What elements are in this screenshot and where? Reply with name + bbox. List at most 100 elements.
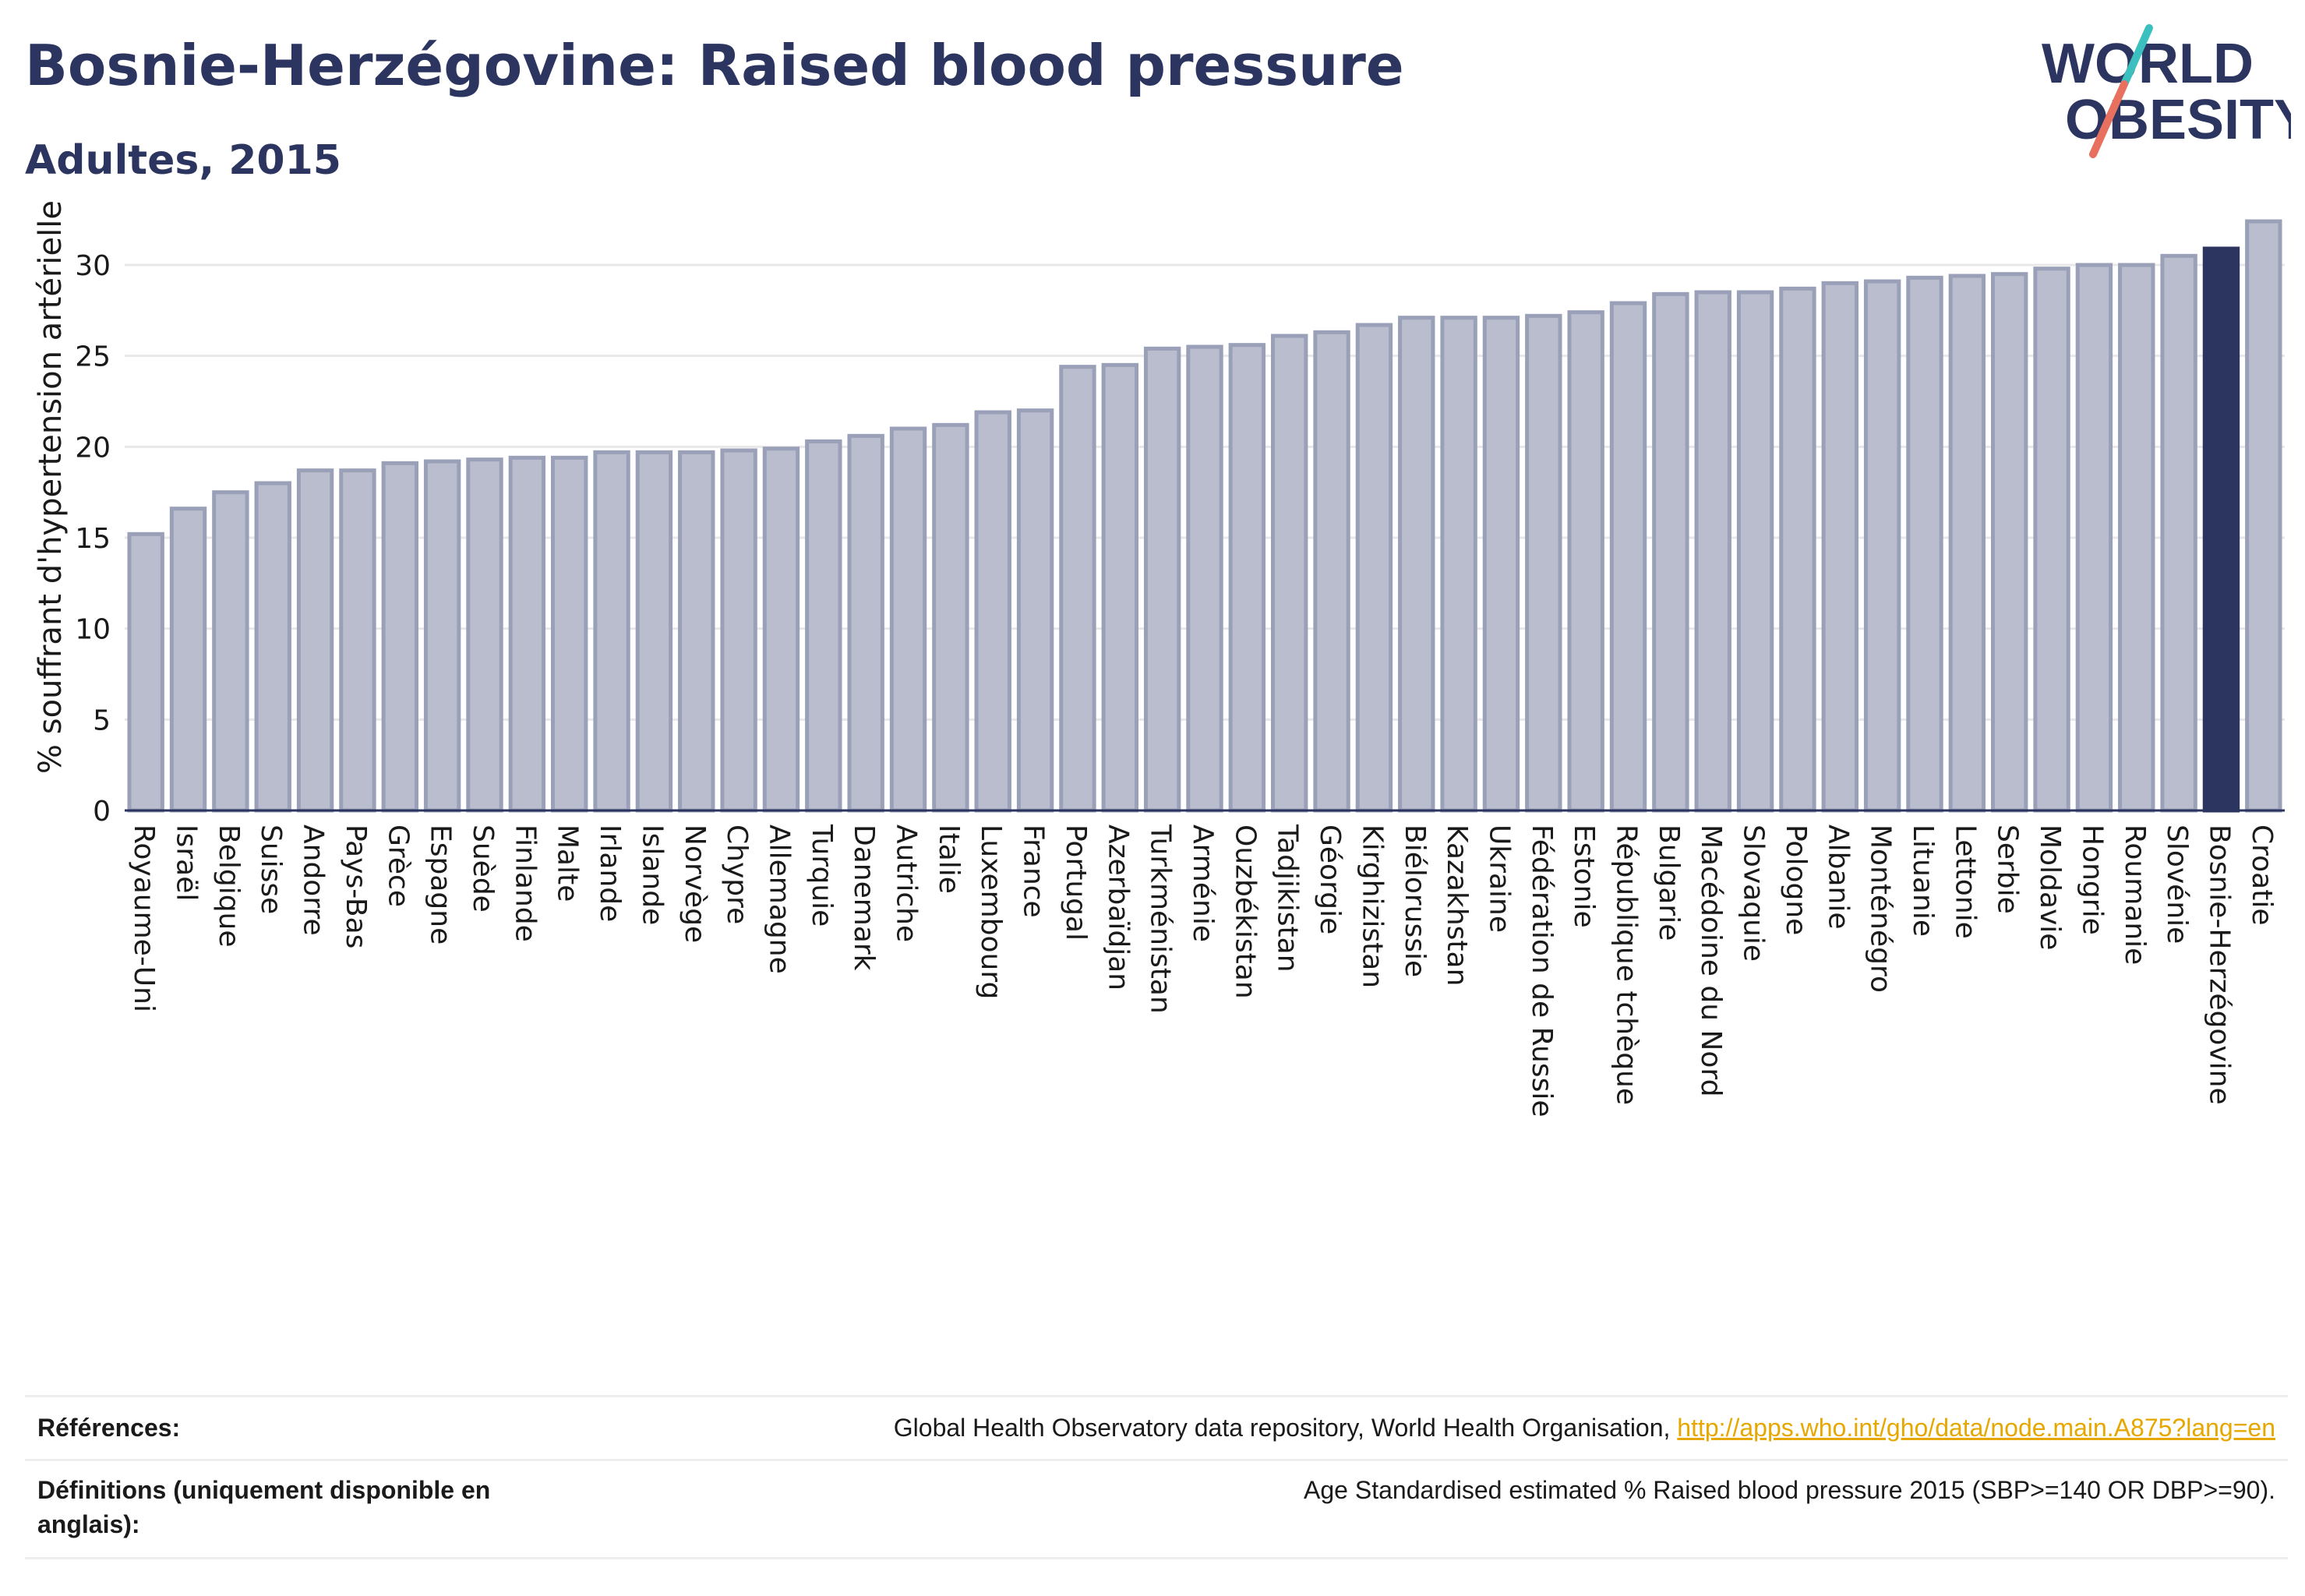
bar <box>551 455 588 813</box>
x-tick-label: Lituanie <box>1907 824 1939 937</box>
bar <box>762 447 800 813</box>
x-tick-label: Roumanie <box>2119 824 2151 965</box>
bar <box>1906 275 1943 813</box>
bar <box>381 461 418 813</box>
footer-divider-bottom <box>25 1557 2288 1559</box>
bar <box>1101 362 1138 813</box>
x-tick-label: Ukraine <box>1483 824 1515 933</box>
x-tick-label: Andorre <box>298 824 330 936</box>
x-tick-label: République tchèque <box>1611 824 1643 1105</box>
x-tick-label: Luxembourg <box>975 824 1007 999</box>
world-obesity-logo: WORLD OBESITY <box>2042 24 2291 158</box>
x-tick-label: Kazakhstan <box>1441 824 1473 986</box>
x-tick-label: Pays-Bas <box>340 824 372 948</box>
bar <box>127 531 164 813</box>
x-tick-label: Estonie <box>1568 824 1600 928</box>
bar <box>1016 408 1054 813</box>
x-tick-label: Chypre <box>721 824 753 924</box>
bar <box>1609 301 1647 813</box>
bar <box>1440 316 1477 813</box>
x-tick-label: Hongrie <box>2076 824 2108 935</box>
x-tick-label: Slovaquie <box>1738 824 1770 962</box>
x-tick-label: Bosnie-Herzégovine <box>2203 824 2235 1105</box>
x-tick-label: Tadjikistan <box>1272 824 1304 973</box>
references-text: Global Health Observatory data repositor… <box>893 1414 1678 1442</box>
bar <box>339 468 376 813</box>
x-tick-label: Norvège <box>679 824 711 943</box>
bar <box>254 481 291 813</box>
bar <box>1779 286 1816 813</box>
x-tick-label: Biélorussie <box>1399 824 1431 977</box>
bar <box>1482 316 1520 813</box>
x-tick-label: Turkménistan <box>1145 824 1177 1014</box>
bar <box>1567 310 1604 813</box>
y-tick-label: 10 <box>75 614 111 646</box>
y-tick-label: 25 <box>75 341 111 373</box>
bar <box>1652 291 1689 813</box>
x-tick-label: Macédoine du Nord <box>1695 824 1727 1096</box>
x-tick-label: Lettonie <box>1949 824 1981 939</box>
bar <box>635 450 673 813</box>
bar <box>593 450 630 813</box>
bar <box>212 490 249 813</box>
x-tick-label: Malte <box>552 824 584 902</box>
x-tick-label: Irlande <box>594 824 626 922</box>
bar <box>1948 274 1986 813</box>
bar <box>1313 330 1350 813</box>
x-tick-label: Israël <box>171 824 203 901</box>
x-tick-label: Albanie <box>1822 824 1854 930</box>
bar <box>974 410 1011 813</box>
bar <box>2118 263 2155 813</box>
x-tick-label: Azerbaïdjan <box>1102 824 1134 990</box>
x-tick-label: Danemark <box>848 824 880 971</box>
bar <box>2075 263 2113 813</box>
bar <box>2033 267 2070 813</box>
y-tick-label: 5 <box>93 704 111 736</box>
y-axis-title: % souffrant d'hypertension artérielle <box>33 200 69 774</box>
bar-chart: 0 5 10 15 20 25 30% souffrant d'hypertension a… <box>33 200 2285 1117</box>
x-tick-label: Kirghizistan <box>1356 824 1388 988</box>
x-tick-label: Serbie <box>1992 824 2024 914</box>
x-tick-label: Fédération de Russie <box>1526 824 1558 1117</box>
logo-coral-stroke <box>2089 80 2128 158</box>
bar <box>1694 290 1731 813</box>
bar <box>169 507 207 813</box>
footer-divider-top <box>25 1395 2288 1397</box>
definitions-label-line-2: anglais): <box>37 1510 140 1538</box>
x-tick-label: Ouzbékistan <box>1229 824 1261 999</box>
page-subtitle: Adultes, 2015 <box>25 137 341 184</box>
references-link[interactable]: http://apps.who.int/gho/data/node.main.A… <box>1677 1414 2275 1442</box>
references-value: Global Health Observatory data repositor… <box>894 1411 2275 1445</box>
bar <box>1186 344 1223 813</box>
definitions-label: Définitions (uniquement disponible en an… <box>37 1473 490 1541</box>
x-tick-label: Bulgarie <box>1653 824 1685 941</box>
x-tick-label: Suisse <box>255 824 287 914</box>
bar <box>1821 281 1858 813</box>
x-tick-label: Monténégro <box>1865 824 1897 993</box>
bar <box>847 433 884 813</box>
bar <box>296 468 334 813</box>
bar <box>466 457 503 813</box>
bar <box>805 439 842 813</box>
x-tick-label: Slovénie <box>2161 824 2193 944</box>
references-label: Références: <box>37 1414 181 1442</box>
y-tick-label: 0 <box>93 796 111 828</box>
definitions-value: Age Standardised estimated % Raised bloo… <box>1304 1476 2275 1504</box>
bar <box>1525 313 1562 813</box>
bar <box>1059 365 1096 813</box>
x-tick-label: Royaume-Uni <box>128 824 160 1012</box>
logo-teal-stroke <box>2120 24 2153 88</box>
logo-word-1: WORLD <box>2042 33 2254 95</box>
x-tick-label: Turquie <box>806 824 838 927</box>
bar <box>1398 316 1435 813</box>
x-tick-label: Finlande <box>509 824 541 942</box>
x-tick-label: Pologne <box>1780 824 1812 935</box>
x-tick-label: Suède <box>467 824 499 913</box>
x-tick-label: France <box>1018 824 1050 918</box>
y-tick-label: 15 <box>75 523 111 555</box>
definitions-label-line-1: Définitions (uniquement disponible en <box>37 1476 491 1504</box>
bar <box>720 448 757 813</box>
x-tick-label: Moldavie <box>2034 824 2066 950</box>
bar <box>932 422 969 813</box>
x-tick-label: Grèce <box>382 824 414 907</box>
